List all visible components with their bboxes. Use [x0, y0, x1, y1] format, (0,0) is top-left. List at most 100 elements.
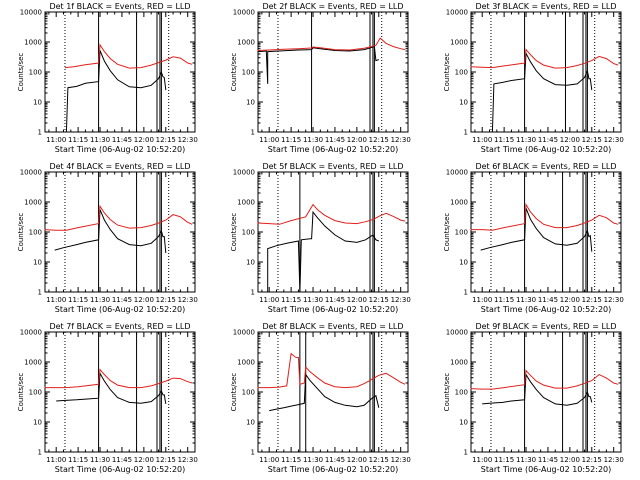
- x-tick-label: 11:45: [112, 296, 132, 304]
- y-tick-label: 1000: [450, 39, 468, 47]
- x-axis-label: Start Time (06-Aug-02 10:52:20): [268, 465, 399, 474]
- x-tick-label: 11:15: [494, 456, 514, 464]
- events-series-line: [482, 372, 593, 406]
- x-axis-label: Start Time (06-Aug-02 10:52:20): [55, 305, 186, 314]
- x-tick-label: 12:00: [347, 456, 367, 464]
- x-tick-label: 11:45: [538, 136, 558, 144]
- y-tick-label: 1000: [237, 199, 255, 207]
- lld-series-line: [470, 203, 619, 231]
- lld-series-line: [44, 204, 193, 231]
- lld-series-line: [470, 48, 619, 69]
- x-tick-label: 12:30: [391, 136, 411, 144]
- lld-series-line: [64, 43, 193, 69]
- plot-frame: [44, 171, 196, 293]
- plot-frame: [257, 171, 409, 293]
- detector-panel: Det 3f BLACK = Events, RED = LLD 1 10 100 10…: [443, 2, 624, 154]
- x-tick-label: 11:00: [46, 136, 66, 144]
- detector-panel: Det 8f BLACK = Events, RED = LLD 1 10 100 10…: [230, 322, 411, 474]
- y-tick-label: 100: [242, 69, 255, 77]
- panel-title: Det 2f BLACK = Events, RED = LLD: [262, 2, 403, 11]
- x-tick-label: 11:45: [538, 296, 558, 304]
- x-tick-label: 11:30: [90, 296, 110, 304]
- x-tick-label: 11:15: [68, 456, 88, 464]
- y-tick-label: 1: [251, 129, 255, 137]
- plot-frame: [257, 331, 409, 453]
- x-tick-label: 12:15: [582, 456, 602, 464]
- x-tick-label: 11:30: [303, 456, 323, 464]
- panel-title: Det 3f BLACK = Events, RED = LLD: [475, 2, 616, 11]
- x-tick-label: 11:15: [281, 296, 301, 304]
- x-tick-label: 12:15: [369, 296, 389, 304]
- y-tick-label: 10: [33, 419, 42, 427]
- y-tick-label: 100: [455, 229, 468, 237]
- detector-panel: Det 6f BLACK = Events, RED = LLD 1 10 100 10…: [443, 162, 624, 314]
- y-tick-label: 10: [33, 99, 42, 107]
- panel-title: Det 7f BLACK = Events, RED = LLD: [49, 322, 190, 331]
- x-tick-label: 12:15: [156, 136, 176, 144]
- x-axis-label: Start Time (06-Aug-02 10:52:20): [55, 465, 186, 474]
- lld-series-line: [257, 352, 406, 389]
- lld-series-line: [257, 37, 406, 51]
- x-tick-label: 12:30: [604, 136, 624, 144]
- y-tick-label: 100: [29, 69, 42, 77]
- x-tick-label: 11:45: [325, 296, 345, 304]
- x-axis-label: Start Time (06-Aug-02 10:52:20): [481, 305, 612, 314]
- detector-panel: Det 4f BLACK = Events, RED = LLD 1 10 100 10…: [17, 162, 198, 314]
- panel-title: Det 1f BLACK = Events, RED = LLD: [49, 2, 190, 11]
- plot-frame: [44, 331, 196, 453]
- x-tick-label: 11:00: [472, 296, 492, 304]
- y-tick-label: 1000: [237, 39, 255, 47]
- y-tick-label: 100: [455, 389, 468, 397]
- x-tick-label: 11:30: [90, 136, 110, 144]
- x-tick-label: 12:15: [156, 296, 176, 304]
- events-series-line: [54, 209, 167, 254]
- y-axis-label: Counts/sec: [443, 213, 451, 252]
- y-tick-label: 10000: [233, 169, 255, 177]
- x-axis-label: Start Time (06-Aug-02 10:52:20): [481, 145, 612, 154]
- x-tick-label: 11:00: [46, 456, 66, 464]
- x-tick-label: 12:30: [178, 296, 198, 304]
- x-tick-label: 11:30: [516, 136, 536, 144]
- y-tick-label: 1: [464, 449, 468, 457]
- x-tick-label: 12:30: [178, 136, 198, 144]
- y-tick-label: 100: [29, 229, 42, 237]
- y-tick-label: 10: [246, 259, 255, 267]
- y-tick-label: 10000: [446, 329, 468, 337]
- detector-panel: Det 5f BLACK = Events, RED = LLD 1 10 100 10…: [230, 162, 411, 314]
- y-tick-label: 100: [242, 389, 255, 397]
- x-tick-label: 12:15: [369, 136, 389, 144]
- x-tick-label: 11:30: [516, 456, 536, 464]
- x-tick-label: 11:45: [112, 456, 132, 464]
- y-tick-label: 10000: [233, 9, 255, 17]
- x-tick-label: 11:00: [472, 136, 492, 144]
- x-tick-label: 11:00: [46, 296, 66, 304]
- events-series-line: [257, 45, 379, 84]
- y-axis-label: Counts/sec: [443, 373, 451, 412]
- x-axis-label: Start Time (06-Aug-02 10:52:20): [481, 465, 612, 474]
- y-tick-label: 1: [38, 129, 42, 137]
- y-axis-label: Counts/sec: [230, 213, 238, 252]
- x-tick-label: 11:00: [259, 136, 279, 144]
- x-tick-label: 12:00: [347, 296, 367, 304]
- x-tick-label: 12:30: [604, 456, 624, 464]
- detector-panel: Det 7f BLACK = Events, RED = LLD 1 10 100 10…: [17, 322, 198, 474]
- x-tick-label: 11:00: [259, 456, 279, 464]
- x-tick-label: 11:15: [281, 456, 301, 464]
- lld-series-line: [257, 203, 406, 225]
- x-tick-label: 12:30: [178, 456, 198, 464]
- x-tick-label: 11:15: [68, 296, 88, 304]
- plot-frame: [257, 11, 409, 133]
- x-tick-label: 12:00: [134, 456, 154, 464]
- x-tick-label: 11:15: [68, 136, 88, 144]
- x-axis-label: Start Time (06-Aug-02 10:52:20): [268, 145, 399, 154]
- x-tick-label: 12:30: [604, 296, 624, 304]
- x-tick-label: 11:30: [303, 136, 323, 144]
- y-axis-label: Counts/sec: [230, 373, 238, 412]
- y-tick-label: 10: [459, 99, 468, 107]
- x-tick-label: 11:15: [494, 296, 514, 304]
- events-series-line: [56, 371, 167, 404]
- x-tick-label: 12:00: [134, 296, 154, 304]
- y-tick-label: 10000: [446, 169, 468, 177]
- x-tick-label: 12:30: [391, 296, 411, 304]
